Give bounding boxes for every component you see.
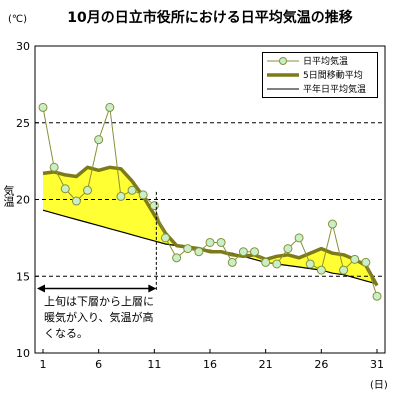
series-daily-point (149, 201, 159, 211)
legend-label-daily: 日平均気温 (303, 57, 349, 67)
y-tick-label: 15 (16, 270, 30, 283)
legend-marker-line-icon (267, 57, 299, 65)
series-daily-point (38, 102, 48, 112)
series-daily-point (216, 237, 226, 247)
series-daily-point (172, 253, 182, 263)
y-axis-label: 気温 (2, 185, 15, 207)
x-tick-label: 31 (370, 358, 384, 371)
y-tick-label: 10 (16, 347, 30, 360)
legend: 日平均気温 5日間移動平均 平年日平均気温 (262, 52, 378, 98)
series-daily-point (105, 102, 115, 112)
series-daily-point (71, 196, 81, 206)
series-daily-point (194, 247, 204, 257)
legend-label-normal: 平年日平均気温 (303, 85, 367, 95)
series-daily-point (238, 247, 248, 257)
series-daily-point (227, 257, 237, 267)
arrow-right-icon (148, 284, 157, 293)
y-tick-label: 20 (16, 194, 30, 207)
legend-thin-line-icon (267, 88, 299, 90)
anomaly-fill-area (43, 167, 377, 286)
series-daily-point (272, 259, 282, 269)
series-daily-point (350, 254, 360, 264)
series-daily-point (327, 219, 337, 229)
series-daily-point (305, 259, 315, 269)
y-tick-label: 30 (16, 40, 30, 53)
series-daily-point (183, 244, 193, 254)
series-daily-point (339, 265, 349, 275)
x-tick-label: 26 (314, 358, 328, 371)
legend-thick-line-icon (267, 73, 299, 77)
series-daily-point (205, 237, 215, 247)
series-daily-point (49, 162, 59, 172)
series-daily-point (116, 191, 126, 201)
series-daily-point (283, 244, 293, 254)
legend-label-moving-average: 5日間移動平均 (303, 71, 363, 81)
series-daily-point (361, 257, 371, 267)
series-daily-point (127, 185, 137, 195)
x-tick-label: 1 (40, 358, 47, 371)
series-daily-point (94, 135, 104, 145)
series-daily-point (60, 184, 70, 194)
series-daily-point (250, 247, 260, 257)
series-daily-point (160, 233, 170, 243)
x-tick-label: 6 (95, 358, 102, 371)
series-daily-point (261, 257, 271, 267)
x-tick-label: 21 (259, 358, 273, 371)
series-daily-point (294, 233, 304, 243)
y-unit-label: (℃) (8, 14, 28, 25)
x-tick-label: 11 (147, 358, 161, 371)
x-tick-label: 16 (203, 358, 217, 371)
legend-item-daily: 日平均気温 (263, 55, 377, 69)
series-moving-average-line (42, 165, 379, 287)
series-daily-point (372, 291, 382, 301)
arrow-left-icon (37, 284, 45, 293)
legend-item-moving-average: 5日間移動平均 (263, 69, 377, 83)
series-daily-point (316, 265, 326, 275)
legend-item-normal: 平年日平均気温 (263, 83, 377, 97)
y-tick-label: 25 (16, 117, 30, 130)
series-daily-point (83, 185, 93, 195)
annotation-text: 上旬は下層から上層に暖気が入り、気温が高くなる。 (44, 295, 154, 340)
chart-title: 10月の日立市役所における日平均気温の推移 (67, 10, 353, 26)
x-unit-label: (日) (370, 380, 388, 391)
series-daily-point (138, 190, 148, 200)
